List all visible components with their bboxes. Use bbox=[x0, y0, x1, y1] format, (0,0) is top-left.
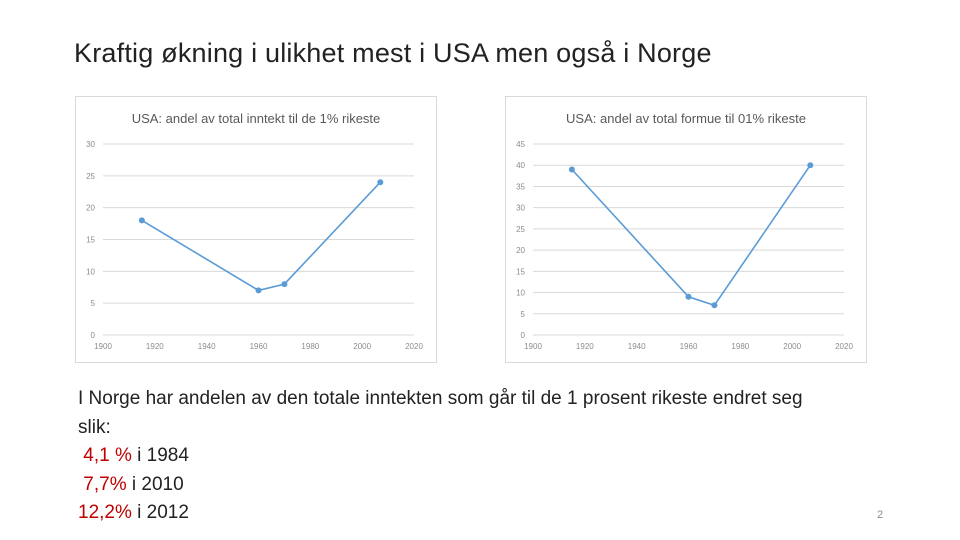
list-item: 7,7% i 2010 bbox=[78, 471, 938, 500]
data-point bbox=[138, 217, 145, 224]
x-tick-label: 1900 bbox=[94, 342, 112, 351]
chart-title: USA: andel av total formue til 01% rikes… bbox=[566, 111, 806, 126]
x-tick-label: 1980 bbox=[301, 342, 319, 351]
intro-text-line-1: I Norge har andelen av den totale inntek… bbox=[78, 388, 803, 409]
income-share-chart: USA: andel av total inntekt til de 1% ri… bbox=[75, 96, 437, 363]
share-value: 4,1 % bbox=[83, 445, 132, 466]
y-tick-label: 5 bbox=[91, 299, 96, 308]
income-share-chart-svg: USA: andel av total inntekt til de 1% ri… bbox=[86, 111, 423, 351]
share-value: 7,7% bbox=[83, 473, 127, 495]
y-tick-label: 10 bbox=[86, 267, 95, 276]
y-tick-label: 0 bbox=[521, 331, 526, 340]
y-tick-label: 45 bbox=[516, 140, 525, 149]
x-tick-label: 2000 bbox=[353, 342, 371, 351]
x-tick-label: 1920 bbox=[146, 342, 164, 351]
y-tick-label: 25 bbox=[516, 225, 525, 234]
y-tick-label: 30 bbox=[516, 204, 525, 213]
series-line bbox=[571, 164, 811, 307]
data-point bbox=[568, 166, 575, 173]
data-point bbox=[807, 162, 814, 169]
y-tick-label: 5 bbox=[521, 310, 526, 319]
x-tick-label: 1940 bbox=[628, 342, 646, 351]
y-tick-label: 40 bbox=[516, 161, 525, 170]
y-tick-label: 0 bbox=[91, 331, 96, 340]
chart-title: USA: andel av total inntekt til de 1% ri… bbox=[132, 111, 381, 126]
data-point bbox=[685, 293, 692, 300]
x-tick-label: 1960 bbox=[680, 342, 698, 351]
y-tick-label: 25 bbox=[86, 172, 95, 181]
share-year: i 2010 bbox=[126, 473, 184, 495]
list-item: 4,1 % i 1984 bbox=[78, 442, 938, 471]
x-tick-label: 1900 bbox=[524, 342, 542, 351]
wealth-share-chart: USA: andel av total formue til 01% rikes… bbox=[505, 96, 867, 363]
y-tick-label: 15 bbox=[516, 267, 525, 276]
page-number: 2 bbox=[877, 509, 884, 521]
x-tick-label: 1920 bbox=[576, 342, 594, 351]
y-tick-label: 10 bbox=[516, 289, 525, 298]
share-value: 12,2% bbox=[78, 502, 132, 523]
intro-text-line-2: slik: bbox=[78, 416, 111, 438]
series-line bbox=[141, 181, 381, 292]
x-tick-label: 2020 bbox=[405, 342, 423, 351]
body-text: I Norge har andelen av den totale inntek… bbox=[78, 385, 938, 528]
x-tick-label: 2020 bbox=[835, 342, 853, 351]
y-tick-label: 15 bbox=[86, 236, 95, 245]
data-point bbox=[255, 287, 262, 294]
data-point bbox=[281, 281, 288, 288]
x-tick-label: 1940 bbox=[198, 342, 216, 351]
data-point bbox=[711, 302, 718, 309]
x-tick-label: 1980 bbox=[731, 342, 749, 351]
x-tick-label: 2000 bbox=[783, 342, 801, 351]
share-year: i 2012 bbox=[131, 502, 189, 523]
y-tick-label: 35 bbox=[516, 182, 525, 191]
wealth-share-chart-svg: USA: andel av total formue til 01% rikes… bbox=[516, 111, 853, 351]
share-year: i 1984 bbox=[131, 445, 189, 466]
slide-title: Kraftig økning i ulikhet mest i USA men … bbox=[74, 38, 712, 68]
y-tick-label: 20 bbox=[516, 246, 525, 255]
y-tick-label: 20 bbox=[86, 204, 95, 213]
x-tick-label: 1960 bbox=[250, 342, 268, 351]
data-point bbox=[377, 179, 384, 186]
list-item: 12,2% i 2012 bbox=[78, 499, 938, 528]
y-tick-label: 30 bbox=[86, 140, 95, 149]
